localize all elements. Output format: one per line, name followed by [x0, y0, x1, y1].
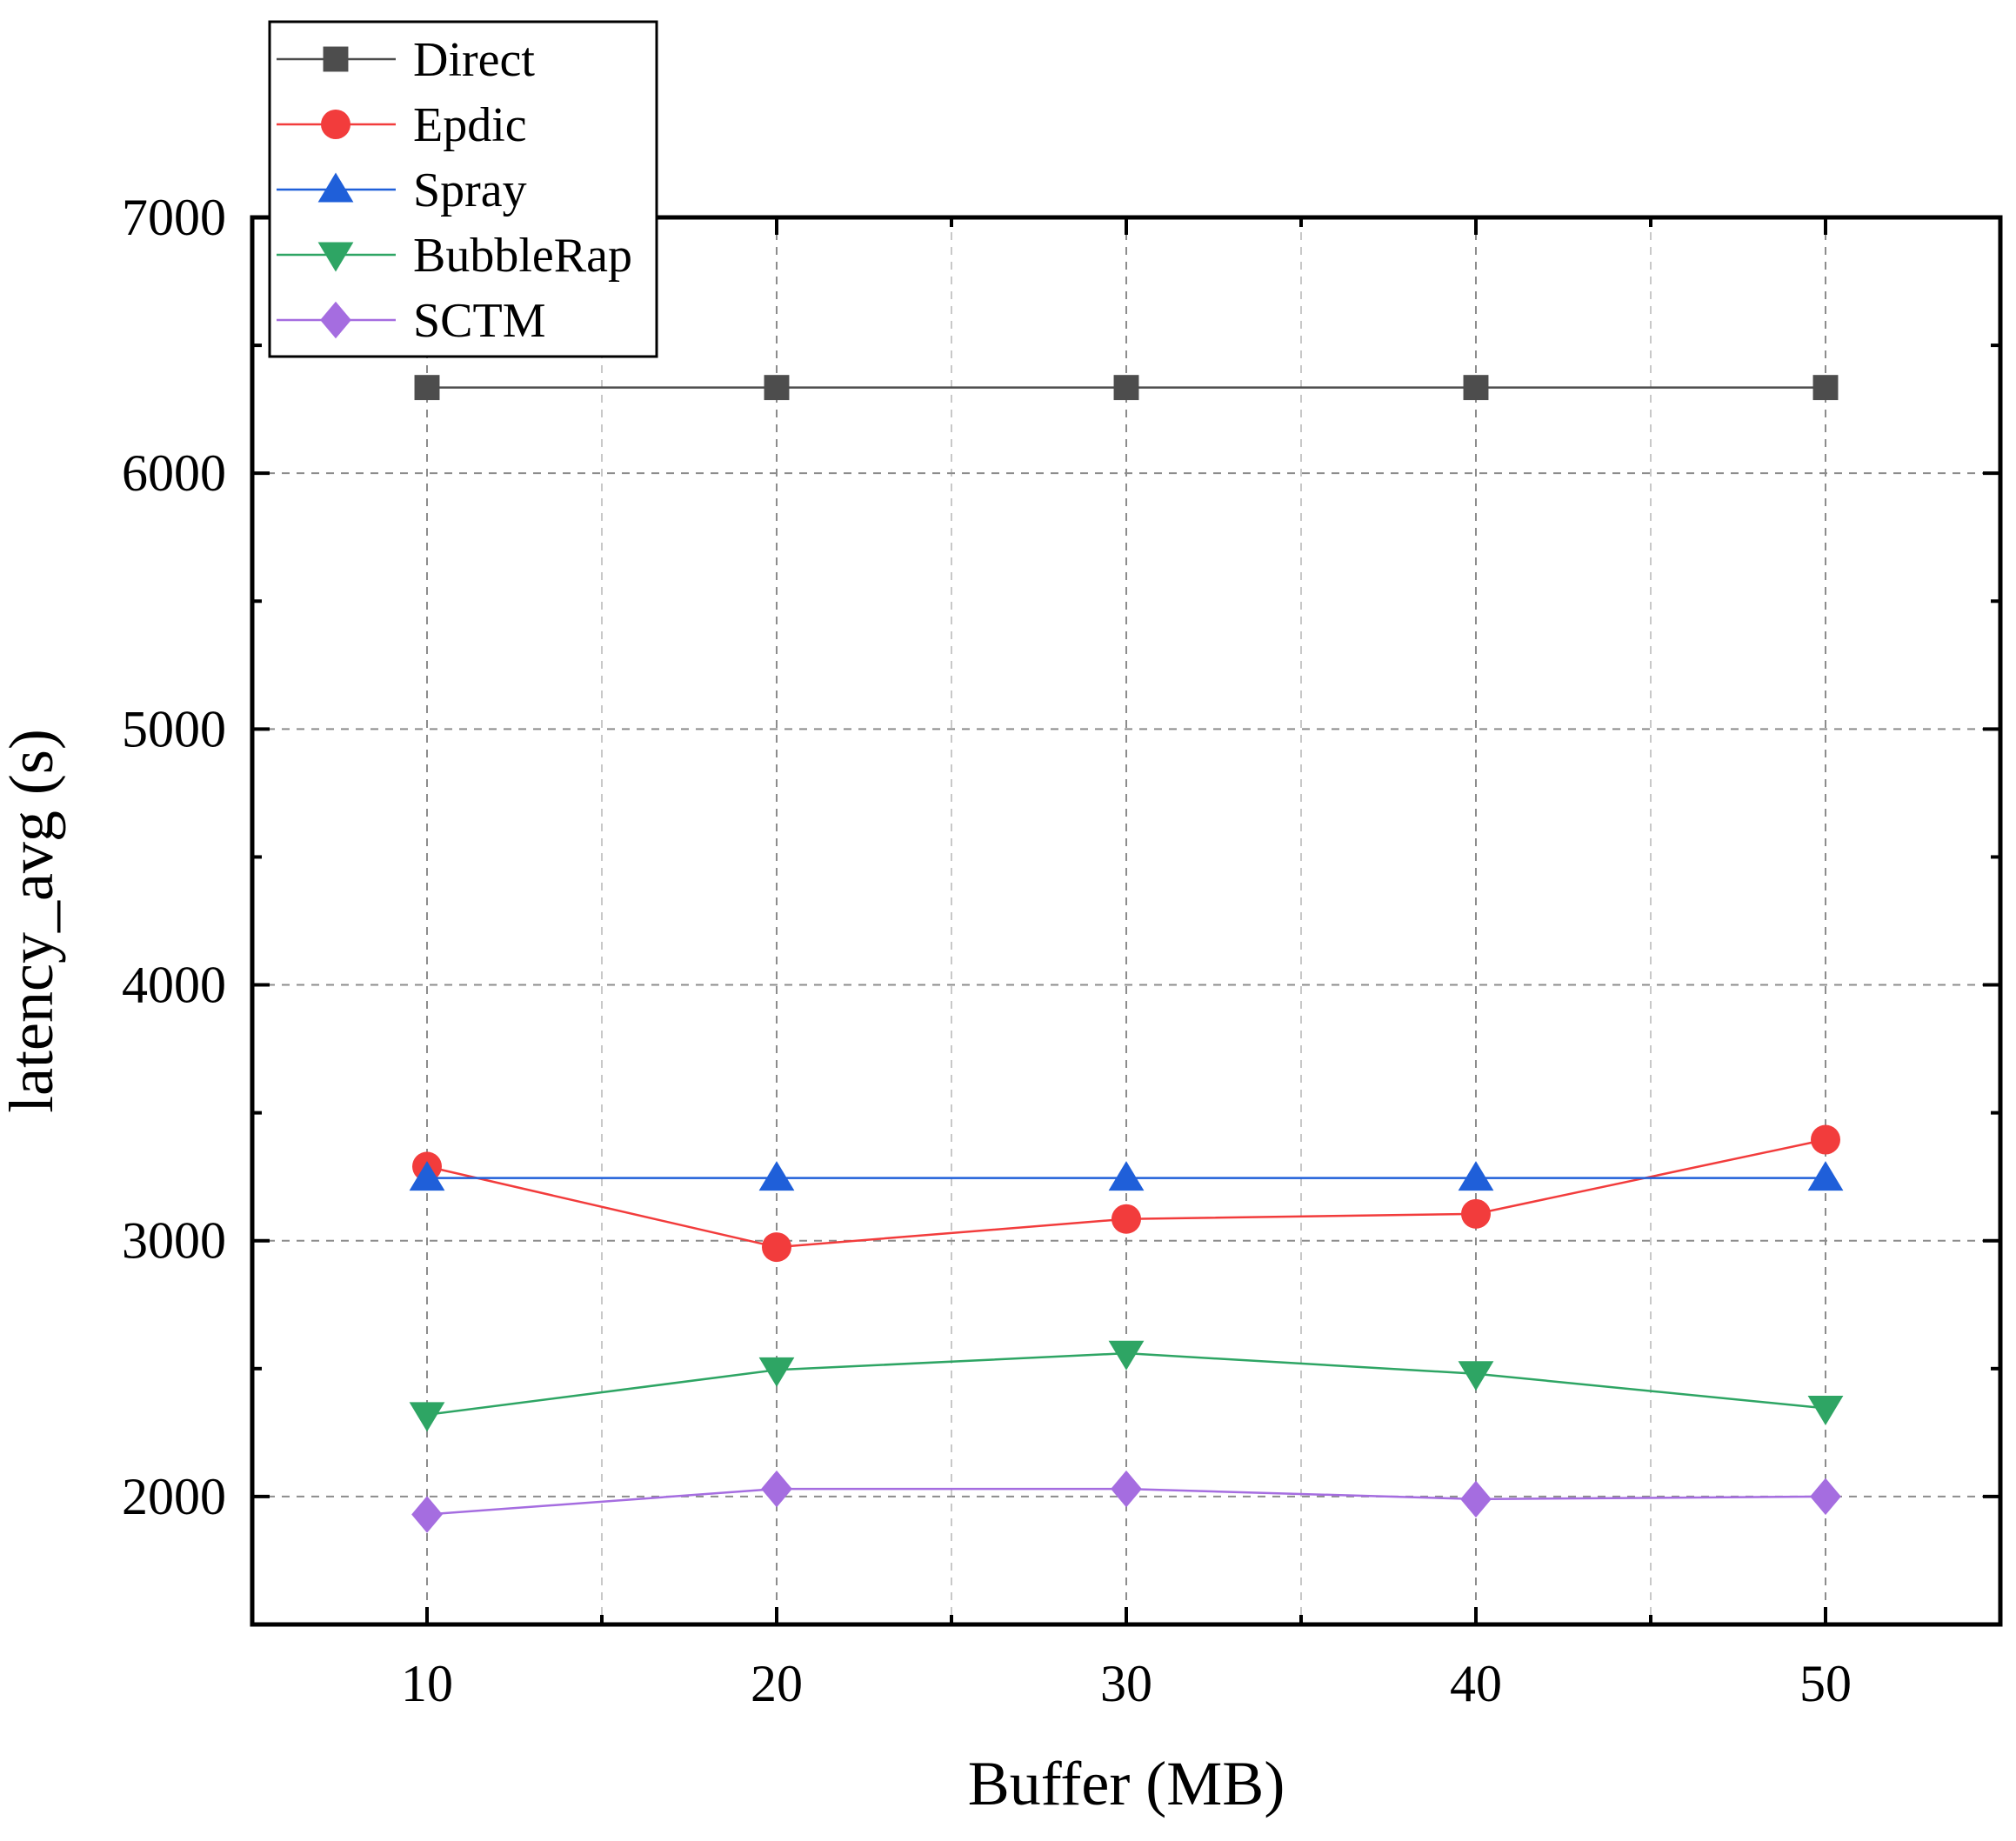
data-point-sctm [1460, 1480, 1492, 1518]
legend-marker [317, 172, 354, 203]
legend-label: BubbleRap [413, 229, 632, 283]
series-spray [409, 1161, 1844, 1191]
legend-item-spray: Spray [277, 163, 527, 217]
legend-item-bubblerap: BubbleRap [277, 229, 632, 283]
data-point-spray [1108, 1161, 1145, 1191]
y-tick-label: 3000 [122, 1212, 226, 1270]
x-axis-title: Buffer (MB) [968, 1749, 1285, 1818]
legend: Direct Epdic Spray BubbleRap SCTM [268, 20, 658, 358]
data-point-epdic [1461, 1198, 1491, 1229]
data-point-spray [1807, 1161, 1844, 1191]
data-point-bubblerap [409, 1402, 445, 1432]
data-point-sctm [1810, 1477, 1841, 1516]
axis-ticks: 10 20 30 40 50 2000 3000 4000 5000 6000 7000 [122, 189, 2000, 1712]
data-point-spray [758, 1161, 795, 1191]
data-point-direct [1113, 375, 1139, 401]
legend-item-epdic: Epdic [277, 98, 527, 152]
data-point-sctm [761, 1470, 792, 1508]
y-tick-label: 7000 [122, 189, 226, 246]
data-point-direct [1463, 375, 1489, 401]
data-point-bubblerap [1458, 1361, 1494, 1391]
data-point-bubblerap [1108, 1340, 1145, 1371]
data-point-direct [1812, 375, 1839, 401]
y-axis-title: latency_avg (s) [0, 729, 66, 1113]
legend-label: Spray [413, 163, 527, 217]
data-point-direct [414, 375, 440, 401]
x-tick-label: 40 [1450, 1655, 1502, 1712]
series-bubblerap [409, 1340, 1844, 1432]
y-tick-label: 6000 [122, 444, 226, 502]
series-epdic [412, 1124, 1840, 1263]
legend-item-direct: Direct [277, 33, 535, 87]
data-point-epdic [1111, 1204, 1141, 1234]
data-point-spray [1458, 1161, 1494, 1191]
legend-marker [323, 46, 349, 72]
data-point-bubblerap [758, 1357, 795, 1387]
y-tick-label: 4000 [122, 957, 226, 1014]
legend-marker [321, 110, 350, 139]
data-point-bubblerap [1807, 1395, 1844, 1425]
x-tick-label: 50 [1799, 1655, 1852, 1712]
x-tick-label: 30 [1100, 1655, 1152, 1712]
data-point-direct [764, 375, 790, 401]
y-tick-label: 2000 [122, 1468, 226, 1525]
data-point-sctm [1111, 1470, 1142, 1508]
data-point-spray [409, 1161, 445, 1191]
legend-marker [320, 301, 351, 339]
legend-marker [317, 242, 354, 272]
data-point-epdic [1811, 1124, 1840, 1155]
legend-item-sctm: SCTM [277, 294, 546, 348]
legend-label: Direct [413, 33, 535, 87]
series-sctm [411, 1470, 1841, 1533]
y-tick-label: 5000 [122, 700, 226, 757]
series-layer [409, 375, 1844, 1533]
legend-label: Epdic [413, 98, 527, 152]
data-point-epdic [762, 1232, 791, 1263]
x-tick-label: 10 [401, 1655, 453, 1712]
legend-label: SCTM [413, 294, 546, 348]
data-point-sctm [411, 1496, 443, 1533]
series-direct [414, 375, 1839, 401]
x-tick-label: 20 [751, 1655, 803, 1712]
